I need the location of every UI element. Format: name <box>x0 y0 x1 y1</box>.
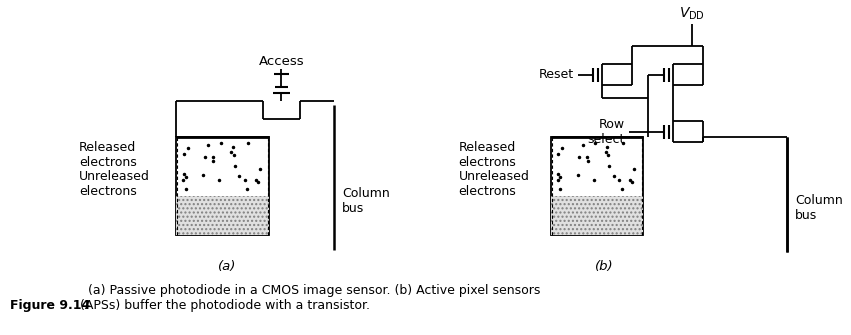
Text: Access: Access <box>259 55 305 68</box>
Text: Figure 9.14: Figure 9.14 <box>10 298 90 312</box>
Text: (b): (b) <box>595 260 614 273</box>
Text: Row
select: Row select <box>587 118 625 146</box>
Text: Column
bus: Column bus <box>342 187 390 215</box>
Text: Released
electrons: Released electrons <box>459 140 517 169</box>
Text: (a) Passive photodiode in a CMOS image sensor. (b) Active pixel sensors
(APSs) b: (a) Passive photodiode in a CMOS image s… <box>80 283 540 312</box>
Text: (a): (a) <box>218 260 237 273</box>
Bar <box>551 137 643 235</box>
Bar <box>551 196 643 235</box>
Text: Unreleased
electrons: Unreleased electrons <box>459 170 529 198</box>
Bar <box>176 196 269 235</box>
Text: Reset: Reset <box>539 68 574 81</box>
Bar <box>176 137 269 235</box>
Text: Unreleased
electrons: Unreleased electrons <box>79 170 150 198</box>
Text: Column
bus: Column bus <box>795 194 842 222</box>
Text: $V_{\mathrm{DD}}$: $V_{\mathrm{DD}}$ <box>679 5 705 22</box>
Text: Released
electrons: Released electrons <box>79 140 137 169</box>
